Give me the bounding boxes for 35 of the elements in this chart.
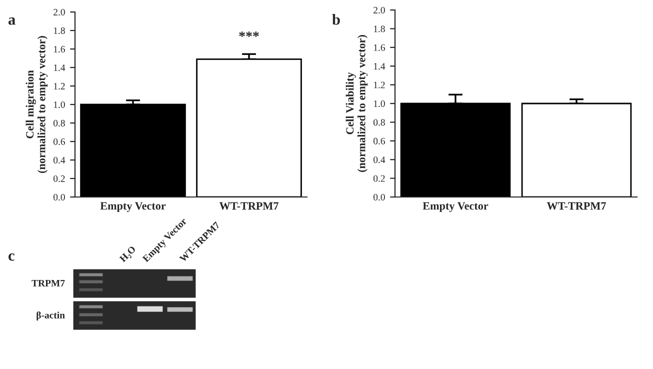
y-tick-label: 1.0: [374, 100, 385, 108]
x-tick-label: Empty Vector: [100, 202, 166, 212]
y-tick-label: 1.6: [374, 44, 385, 51]
text: β-actin: [36, 312, 65, 320]
y-tick-label: 0.8: [53, 120, 65, 127]
y-tick-label: 1.2: [54, 82, 65, 90]
chart-title: a: [8, 17, 16, 25]
x-tick-label: WT-TRPM7: [546, 202, 606, 210]
x-tick-label: WT-TRPM7: [219, 202, 278, 210]
y-tick-label: 2.0: [374, 6, 385, 14]
y-tick-label: 2.0: [54, 8, 65, 16]
y-tick-label: 0.6: [373, 138, 385, 144]
y-tick-label: 0.4: [373, 156, 386, 164]
y-tick-label: 0.8: [373, 119, 385, 126]
y-tick-label: 0.0: [373, 194, 385, 201]
y-tick-label: 1.0: [54, 101, 65, 108]
y-tick-label: 1.6: [54, 46, 65, 53]
text: H₂O: [119, 246, 138, 264]
y-axis-title: Cell migration (normalized to empty vector): [26, 36, 48, 173]
y-tick-label: 1.4: [54, 64, 66, 72]
y-tick-label: 0.4: [53, 156, 66, 164]
y-tick-label: 1.2: [374, 82, 385, 88]
y-tick-label: 1.8: [374, 26, 385, 32]
y-tick-label: 0.2: [53, 175, 65, 182]
text: c: [8, 253, 14, 261]
y-tick-label: 0.0: [53, 194, 65, 201]
y-tick-label: 1.4: [374, 63, 386, 70]
y-tick-label: 0.2: [373, 175, 385, 182]
y-tick-label: 1.8: [54, 27, 65, 34]
text: TRPM7: [32, 280, 65, 286]
y-tick-label: 0.6: [53, 138, 65, 146]
annotation: ***: [239, 32, 259, 37]
chart-title: b: [332, 14, 340, 25]
y-axis-title: Cell Viability (normalized to empty vector): [346, 35, 368, 172]
x-tick-label: Empty Vector: [422, 202, 488, 212]
